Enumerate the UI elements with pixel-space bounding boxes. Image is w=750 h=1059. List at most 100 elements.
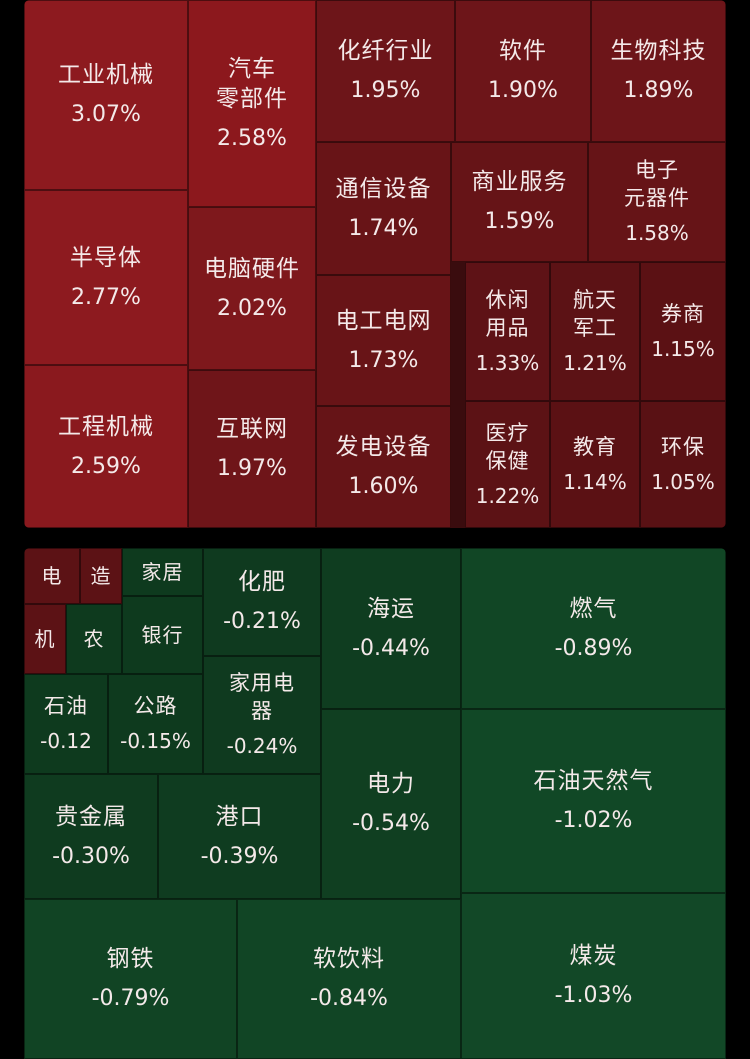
treemap-tile-半导体[interactable]: 半导体 2.77%	[24, 190, 188, 365]
treemap-tile-券商[interactable]: 券商 1.15%	[640, 262, 726, 401]
tile-label: 家用电 器	[229, 671, 295, 723]
treemap-tile-化纤行业[interactable]: 化纤行业 1.95%	[316, 0, 455, 142]
tile-change: 1.21%	[563, 350, 627, 375]
treemap-tile-休闲用品[interactable]: 休闲 用品 1.33%	[465, 262, 550, 401]
treemap-tile-电子元器件[interactable]: 电子 元器件 1.58%	[588, 142, 726, 262]
tile-label: 电工电网	[335, 307, 432, 334]
tile-change: 1.97%	[217, 456, 287, 481]
tile-label: 电子 元器件	[624, 158, 690, 210]
treemap-tile-电工电网[interactable]: 电工电网 1.73%	[316, 275, 451, 406]
tile-label: 石油天然气	[533, 768, 654, 794]
treemap-tile-燃气[interactable]: 燃气 -0.89%	[461, 548, 726, 709]
treemap-tile-汽车零部件[interactable]: 汽车 零部件 2.58%	[188, 0, 316, 207]
treemap-tile-港口[interactable]: 港口 -0.39%	[158, 774, 321, 899]
treemap-tile-电力[interactable]: 电力 -0.54%	[321, 709, 461, 899]
tile-label: 休闲 用品	[485, 287, 530, 340]
treemap-tile-互联网[interactable]: 互联网 1.97%	[188, 370, 316, 528]
tile-label: 化肥	[238, 569, 286, 595]
tile-change: -1.02%	[554, 808, 633, 833]
tile-label: 化纤行业	[337, 38, 434, 64]
treemap-tile-造[interactable]: 造	[80, 548, 122, 604]
tile-label: 券商	[661, 301, 705, 326]
tile-label: 石油	[44, 694, 88, 718]
tile-label: 生物科技	[610, 38, 707, 64]
tile-label: 商业服务	[471, 169, 568, 195]
tile-change: 2.58%	[217, 125, 287, 151]
tile-change: -0.24%	[226, 734, 298, 758]
tile-change: 1.59%	[484, 209, 555, 234]
treemap-tile-家居[interactable]: 家居	[122, 548, 203, 596]
tile-label: 教育	[573, 434, 617, 459]
treemap-tile-公路[interactable]: 公路 -0.15%	[108, 674, 203, 774]
tile-change: 2.77%	[71, 284, 141, 310]
tile-label: 港口	[215, 803, 264, 830]
tile-change: 1.58%	[625, 221, 689, 245]
treemap-tile-商业服务[interactable]: 商业服务 1.59%	[451, 142, 588, 262]
tile-label: 机	[34, 627, 56, 651]
tile-label: 农	[83, 627, 105, 651]
tile-label: 互联网	[216, 416, 288, 442]
tile-label: 软件	[499, 38, 547, 64]
tile-change: -0.79%	[91, 986, 170, 1011]
tile-change: 1.15%	[651, 336, 715, 361]
tile-change: -0.12	[40, 729, 92, 753]
tile-label: 通信设备	[335, 175, 432, 202]
treemap-tile-银行[interactable]: 银行	[122, 596, 203, 674]
tile-label: 造	[90, 564, 112, 588]
treemap-tile-海运[interactable]: 海运 -0.44%	[321, 548, 461, 709]
tile-label: 电	[41, 564, 63, 588]
treemap-tile-工业机械[interactable]: 工业机械 3.07%	[24, 0, 188, 190]
treemap-tile-软饮料[interactable]: 软饮料 -0.84%	[237, 899, 461, 1059]
treemap-tile-钢铁[interactable]: 钢铁 -0.79%	[24, 899, 237, 1059]
gainers-treemap: 工业机械 3.07% 汽车 零部件 2.58% 化纤行业 1.95% 软件 1.90% 生物科技…	[24, 0, 726, 528]
tile-change: -0.15%	[120, 729, 191, 753]
tile-label: 工业机械	[58, 62, 154, 88]
tile-change: 2.59%	[71, 453, 141, 479]
treemap-tile-通信设备[interactable]: 通信设备 1.74%	[316, 142, 451, 275]
tile-label: 发电设备	[335, 434, 432, 460]
tile-change: -0.21%	[223, 609, 301, 634]
tile-change: -0.89%	[554, 635, 633, 661]
tile-label: 软饮料	[313, 946, 385, 972]
tile-change: -0.39%	[200, 843, 279, 869]
tile-label: 工程机械	[58, 413, 154, 440]
treemap-tile-航天军工[interactable]: 航天 军工 1.21%	[550, 262, 640, 401]
treemap-tile-煤炭[interactable]: 煤炭 -1.03%	[461, 893, 726, 1059]
tile-change: 1.22%	[475, 483, 540, 508]
treemap-tile-教育[interactable]: 教育 1.14%	[550, 401, 640, 528]
tile-label: 公路	[133, 694, 178, 718]
treemap-tile-电[interactable]: 电	[24, 548, 80, 604]
tile-change: 1.05%	[651, 469, 715, 494]
treemap-tile-机[interactable]: 机	[24, 604, 66, 674]
treemap-tile-家用电器[interactable]: 家用电 器 -0.24%	[203, 656, 321, 774]
tile-label: 海运	[367, 595, 415, 622]
tile-label: 电脑硬件	[204, 255, 300, 282]
tile-change: 1.95%	[350, 78, 421, 103]
tile-label: 半导体	[70, 244, 142, 271]
treemap-tile-电脑硬件[interactable]: 电脑硬件 2.02%	[188, 207, 316, 370]
tile-change: 3.07%	[71, 102, 141, 127]
treemap-tile-医疗保健[interactable]: 医疗 保健 1.22%	[465, 401, 550, 528]
tile-label: 燃气	[569, 595, 618, 622]
treemap-tile-贵金属[interactable]: 贵金属 -0.30%	[24, 774, 158, 899]
treemap-tile-石油[interactable]: 石油 -0.12	[24, 674, 108, 774]
treemap-tile-化肥[interactable]: 化肥 -0.21%	[203, 548, 321, 656]
treemap-tile-工程机械[interactable]: 工程机械 2.59%	[24, 365, 188, 528]
treemap-tile-发电设备[interactable]: 发电设备 1.60%	[316, 406, 451, 528]
tile-label: 煤炭	[569, 943, 618, 969]
tile-change: 1.89%	[623, 78, 694, 103]
tile-change: -1.03%	[554, 983, 633, 1008]
treemap-tile-生物科技[interactable]: 生物科技 1.89%	[591, 0, 726, 142]
tile-label: 汽车 零部件	[216, 55, 288, 112]
tile-label: 银行	[141, 623, 184, 647]
tile-label: 医疗 保健	[485, 420, 530, 473]
treemap-tile-农[interactable]: 农	[66, 604, 122, 674]
treemap-tile-石油天然气[interactable]: 石油天然气 -1.02%	[461, 709, 726, 893]
tile-label: 家居	[141, 560, 184, 584]
tile-change: 2.02%	[217, 295, 287, 321]
treemap-tile-软件[interactable]: 软件 1.90%	[455, 0, 591, 142]
tile-change: -0.30%	[52, 843, 130, 869]
tile-change: 1.73%	[348, 347, 419, 373]
treemap-tile-环保[interactable]: 环保 1.05%	[640, 401, 726, 528]
tile-change: -0.84%	[310, 986, 388, 1011]
